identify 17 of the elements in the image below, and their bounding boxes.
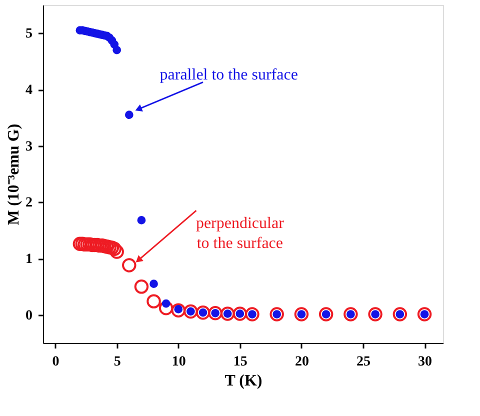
x-tick-label: 5: [114, 354, 121, 370]
y-tick-label: 3: [26, 139, 32, 154]
annotation: parallel to the surface: [160, 66, 298, 84]
y-tick-label: 5: [26, 26, 32, 42]
annotation: perpendicular to the surface: [196, 215, 285, 252]
x-tick-label: 10: [172, 354, 186, 370]
x-tick-label: 15: [233, 354, 248, 370]
x-tick-label: 30: [418, 354, 432, 370]
y-tick-label: 4: [26, 83, 32, 98]
x-axis-title: T (K): [224, 372, 262, 390]
y-tick-label: 1: [26, 252, 32, 267]
x-tick-label: 0: [52, 354, 60, 370]
x-tick-label: 20: [294, 354, 309, 370]
y-tick-label: 0: [26, 308, 32, 324]
x-tick-label: 25: [356, 354, 370, 370]
y-tick-label: 2: [26, 196, 32, 211]
y-axis-title: M (10⁻³emu G): [6, 124, 22, 226]
